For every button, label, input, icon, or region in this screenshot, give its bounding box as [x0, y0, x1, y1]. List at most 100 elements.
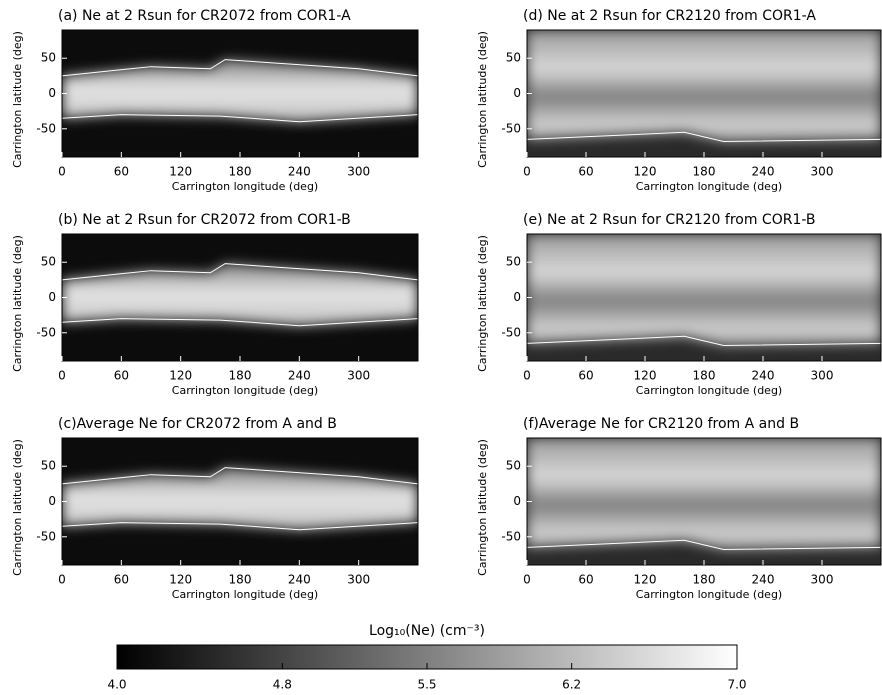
- y-axis-label: Carrington latitude (deg): [11, 439, 24, 576]
- colorbar-tick-label: 4.0: [107, 678, 126, 692]
- y-tick-label: 0: [48, 494, 56, 508]
- panel: (b) Ne at 2 Rsun for CR2072 from COR1-B 0…: [11, 212, 419, 397]
- colorbar: Log₁₀(Ne) (cm⁻³) 4.0 4.8 5.5 6.2 7.0: [107, 623, 746, 692]
- contour: [62, 263, 418, 327]
- contour: [62, 467, 418, 531]
- x-tick-label: 240: [288, 573, 311, 587]
- x-tick-label: 120: [169, 369, 192, 383]
- x-tick-label: 0: [523, 369, 531, 383]
- bright-band: [62, 467, 418, 530]
- colorbar-tick-label: 7.0: [727, 678, 746, 692]
- y-tick-label: 50: [506, 459, 521, 473]
- bright-band: [527, 234, 881, 346]
- bright-band: [527, 438, 881, 550]
- colorbar-tick-label: 5.5: [417, 678, 436, 692]
- x-axis-label: Carrington longitude (deg): [172, 588, 318, 601]
- contour: [62, 59, 418, 123]
- y-axis-label: Carrington latitude (deg): [11, 235, 24, 372]
- panel: (f)Average Ne for CR2120 from A and B 0 60…: [476, 416, 882, 601]
- x-tick-label: 240: [752, 369, 775, 383]
- x-tick-label: 180: [229, 573, 252, 587]
- image: [62, 438, 418, 565]
- x-axis-label: Carrington longitude (deg): [636, 384, 782, 397]
- y-tick-label: 50: [506, 51, 521, 65]
- x-tick-label: 0: [58, 165, 66, 179]
- y-axis-label: Carrington latitude (deg): [11, 31, 24, 168]
- panel-title: (d) Ne at 2 Rsun for CR2120 from COR1-A: [523, 8, 816, 24]
- x-tick-label: 0: [523, 165, 531, 179]
- bright-band: [62, 59, 418, 122]
- colorbar-title: Log₁₀(Ne) (cm⁻³): [369, 623, 485, 639]
- y-tick-label: -50: [501, 529, 521, 543]
- image: [62, 30, 418, 157]
- x-tick-label: 0: [523, 573, 531, 587]
- x-axis-label: Carrington longitude (deg): [172, 384, 318, 397]
- x-tick-label: 180: [693, 165, 716, 179]
- panel-title: (a) Ne at 2 Rsun for CR2072 from COR1-A: [58, 8, 351, 24]
- panel-title: (c)Average Ne for CR2072 from A and B: [58, 416, 337, 432]
- x-tick-label: 120: [634, 165, 657, 179]
- x-tick-label: 300: [811, 165, 834, 179]
- x-tick-label: 180: [229, 165, 252, 179]
- y-tick-label: -50: [36, 325, 56, 339]
- x-axis-label: Carrington longitude (deg): [172, 180, 318, 193]
- contour: [527, 335, 881, 346]
- x-tick-label: 180: [693, 573, 716, 587]
- contour: [527, 131, 881, 142]
- panel-title: (f)Average Ne for CR2120 from A and B: [523, 416, 799, 432]
- x-tick-label: 60: [578, 369, 593, 383]
- x-tick-label: 300: [347, 573, 370, 587]
- x-tick-label: 300: [347, 369, 370, 383]
- y-tick-label: 0: [48, 86, 56, 100]
- x-tick-label: 240: [752, 573, 775, 587]
- colorbar-tick-label: 6.2: [562, 678, 581, 692]
- x-axis-label: Carrington longitude (deg): [636, 588, 782, 601]
- x-tick-label: 60: [578, 573, 593, 587]
- x-tick-label: 120: [634, 573, 657, 587]
- y-tick-label: 0: [513, 494, 521, 508]
- image: [527, 438, 881, 565]
- x-tick-label: 240: [288, 165, 311, 179]
- x-tick-label: 240: [288, 369, 311, 383]
- x-tick-label: 300: [347, 165, 370, 179]
- panel: (d) Ne at 2 Rsun for CR2120 from COR1-A 0…: [476, 8, 882, 193]
- panel: (a) Ne at 2 Rsun for CR2072 from COR1-A 0…: [11, 8, 419, 193]
- y-tick-label: -50: [501, 325, 521, 339]
- y-tick-label: 50: [41, 459, 56, 473]
- x-tick-label: 180: [693, 369, 716, 383]
- x-tick-label: 60: [114, 369, 129, 383]
- y-axis-label: Carrington latitude (deg): [476, 31, 489, 168]
- x-tick-label: 300: [811, 573, 834, 587]
- panel-title: (e) Ne at 2 Rsun for CR2120 from COR1-B: [523, 212, 816, 228]
- contour: [527, 539, 881, 550]
- x-tick-label: 180: [229, 369, 252, 383]
- x-tick-label: 120: [634, 369, 657, 383]
- image: [527, 234, 881, 361]
- y-tick-label: 50: [41, 255, 56, 269]
- y-axis-label: Carrington latitude (deg): [476, 439, 489, 576]
- x-tick-label: 0: [58, 369, 66, 383]
- y-tick-label: 50: [506, 255, 521, 269]
- y-tick-label: -50: [501, 121, 521, 135]
- panel-title: (b) Ne at 2 Rsun for CR2072 from COR1-B: [58, 212, 351, 228]
- panel: (e) Ne at 2 Rsun for CR2120 from COR1-B 0…: [476, 212, 882, 397]
- bright-band: [527, 30, 881, 142]
- image: [527, 30, 881, 157]
- x-tick-label: 240: [752, 165, 775, 179]
- x-tick-label: 60: [114, 573, 129, 587]
- y-tick-label: -50: [36, 529, 56, 543]
- x-tick-label: 0: [58, 573, 66, 587]
- x-tick-label: 120: [169, 165, 192, 179]
- panel: (c)Average Ne for CR2072 from A and B 0 60…: [11, 416, 419, 601]
- x-tick-label: 300: [811, 369, 834, 383]
- bright-band: [62, 263, 418, 326]
- x-tick-label: 60: [578, 165, 593, 179]
- y-tick-label: 0: [513, 86, 521, 100]
- y-tick-label: 0: [513, 290, 521, 304]
- y-tick-label: -50: [36, 121, 56, 135]
- x-tick-label: 60: [114, 165, 129, 179]
- colorbar-tick-label: 4.8: [273, 678, 292, 692]
- y-tick-label: 0: [48, 290, 56, 304]
